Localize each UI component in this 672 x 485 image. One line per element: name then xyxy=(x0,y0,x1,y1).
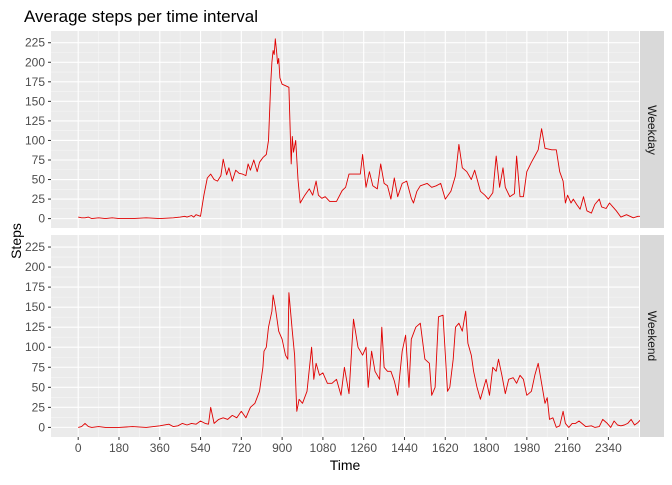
x-axis-ticks: 0 180 360 540 720 900 1080 1260 1440 1620 1800 1980… xyxy=(75,437,622,455)
chart-title: Average steps per time interval xyxy=(24,7,258,26)
x-axis-label: Time xyxy=(330,457,361,473)
facet-label-weekday: Weekday xyxy=(645,105,659,155)
x-tick-label: 360 xyxy=(150,441,170,455)
x-tick-label: 2160 xyxy=(554,441,581,455)
x-tick-label: 1080 xyxy=(310,441,337,455)
x-tick-label: 0 xyxy=(75,441,82,455)
y-tick-label: 200 xyxy=(25,55,45,69)
y-tick-label: 200 xyxy=(25,260,45,274)
y-tick-label: 0 xyxy=(38,212,45,226)
facet-strip-weekend xyxy=(640,235,664,437)
facet-strip-weekday xyxy=(640,31,664,228)
x-tick-label: 2340 xyxy=(595,441,622,455)
y-tick-label: 100 xyxy=(25,340,45,354)
x-tick-label: 900 xyxy=(272,441,292,455)
x-tick-label: 1260 xyxy=(350,441,377,455)
y-tick-label: 50 xyxy=(32,173,46,187)
x-tick-label: 540 xyxy=(191,441,211,455)
y-tick-label: 50 xyxy=(32,380,46,394)
y-tick-label: 75 xyxy=(32,153,46,167)
series-line-weekend xyxy=(78,292,651,428)
y-tick-label: 175 xyxy=(25,75,45,89)
y-tick-label: 25 xyxy=(32,400,46,414)
panel-weekend: Weekend 0 25 50 75 100 125 150 175 200 225 xyxy=(25,235,664,437)
x-tick-label: 180 xyxy=(109,441,129,455)
y-tick-label: 175 xyxy=(25,280,45,294)
panel-background xyxy=(51,235,639,437)
x-tick-label: 1440 xyxy=(391,441,418,455)
y-tick-label: 150 xyxy=(25,94,45,108)
x-tick-label: 720 xyxy=(231,441,251,455)
y-tick-label: 0 xyxy=(38,420,45,434)
facet-label-weekend: Weekend xyxy=(645,311,659,361)
x-tick-label: 1980 xyxy=(513,441,540,455)
series-line-weekday xyxy=(78,38,650,220)
y-tick-label: 125 xyxy=(25,114,45,128)
y-tick-label: 75 xyxy=(32,360,46,374)
panel-weekday: Weekday 0 25 50 75 100 125 150 175 200 225 xyxy=(25,31,664,228)
x-tick-label: 1620 xyxy=(432,441,459,455)
y-tick-label: 100 xyxy=(25,133,45,147)
y-tick-label: 225 xyxy=(25,36,45,50)
y-axis-label: Steps xyxy=(8,223,24,259)
panel-background xyxy=(51,31,639,228)
y-tick-label: 25 xyxy=(32,192,46,206)
y-tick-label: 150 xyxy=(25,300,45,314)
y-tick-label: 225 xyxy=(25,240,45,254)
x-tick-label: 1800 xyxy=(473,441,500,455)
y-tick-label: 125 xyxy=(25,320,45,334)
